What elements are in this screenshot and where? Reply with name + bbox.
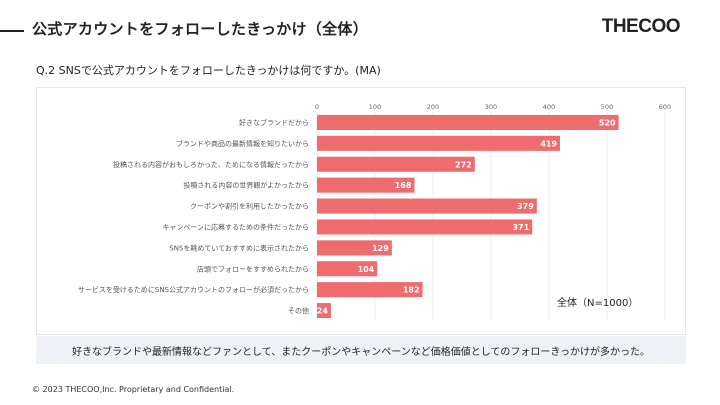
bar-chart: 0 100 200 300 400 500 600 好きなブランドだからブランドや商品の最新… (78, 103, 671, 321)
bar-1 (317, 135, 561, 151)
value-label-6: 129 (372, 244, 389, 253)
summary-text: 好きなブランドや最新情報などファンとして、またクーポンやキャンペーンなど価格価値… (72, 346, 650, 358)
bar-0 (317, 114, 619, 130)
value-label-0: 520 (599, 118, 616, 127)
tick-layer: 0 100 200 300 400 500 600 (315, 103, 671, 111)
category-label-1: ブランドや商品の最新情報を知りたいから (176, 139, 309, 148)
value-label-2: 272 (455, 160, 472, 169)
value-label-1: 419 (540, 139, 557, 148)
value-label-7: 104 (358, 265, 375, 274)
bar-6 (317, 240, 392, 256)
value-label-5: 371 (512, 223, 529, 232)
bar-layer (317, 114, 619, 319)
page-title: 公式アカウントをフォローしたきっかけ（全体） (32, 20, 369, 38)
category-label-8: サービスを受けるためにSNS公式アカウントのフォローが必須だったから (78, 285, 309, 294)
tick-label-0: 0 (315, 103, 319, 111)
bar-5 (317, 219, 533, 235)
bar-4 (317, 198, 537, 214)
tick-label-1: 100 (369, 103, 381, 111)
tick-label-6: 600 (659, 103, 671, 111)
value-label-9: 24 (317, 307, 329, 316)
chart-panel: 0 100 200 300 400 500 600 好きなブランドだからブランドや商品の最新… (36, 87, 686, 335)
bar-7 (317, 261, 378, 277)
category-label-9: その他 (288, 306, 309, 315)
category-label-layer: 好きなブランドだからブランドや商品の最新情報を知りたいから投稿される内容がおもし… (78, 118, 309, 315)
value-label-4: 379 (517, 202, 534, 211)
category-label-5: キャンペーンに応募するための条件だったから (162, 222, 309, 231)
title-rule (0, 30, 24, 32)
tick-label-3: 300 (485, 103, 497, 111)
bar-9 (317, 303, 331, 319)
bar-2 (317, 156, 475, 172)
tick-label-4: 400 (543, 103, 555, 111)
bar-8 (317, 282, 423, 298)
tick-label-2: 200 (427, 103, 439, 111)
category-label-4: クーポンや割引を利用したかったから (190, 202, 309, 211)
total-label: 全体（N=1000） (557, 298, 639, 309)
category-label-7: 店頭でフォローをすすめられたから (197, 264, 309, 273)
category-label-6: SNSを眺めていておすすめに表示されたから (169, 243, 309, 252)
tick-label-5: 500 (601, 103, 613, 111)
category-label-3: 投稿される内容の世界観がよかったから (183, 181, 309, 190)
bar-3 (317, 177, 415, 193)
category-label-2: 投稿される内容がおもしろかった、ためになる情報だったから (113, 160, 309, 169)
question-text: Q.2 SNSで公式アカウントをフォローしたきっかけは何ですか。(MA) (36, 64, 381, 77)
thecoo-logo: THECOO (601, 16, 681, 37)
category-label-0: 好きなブランドだから (239, 118, 309, 127)
summary-box: 好きなブランドや最新情報などファンとして、またクーポンやキャンペーンなど価格価値… (36, 336, 686, 364)
value-label-layer: 520 419 272 168 379 371 129 104 182 24 (317, 118, 616, 315)
value-label-8: 182 (403, 286, 420, 295)
value-label-3: 168 (395, 181, 412, 190)
copyright-footer: © 2023 THECOO,Inc. Proprietary and Confi… (32, 385, 235, 394)
